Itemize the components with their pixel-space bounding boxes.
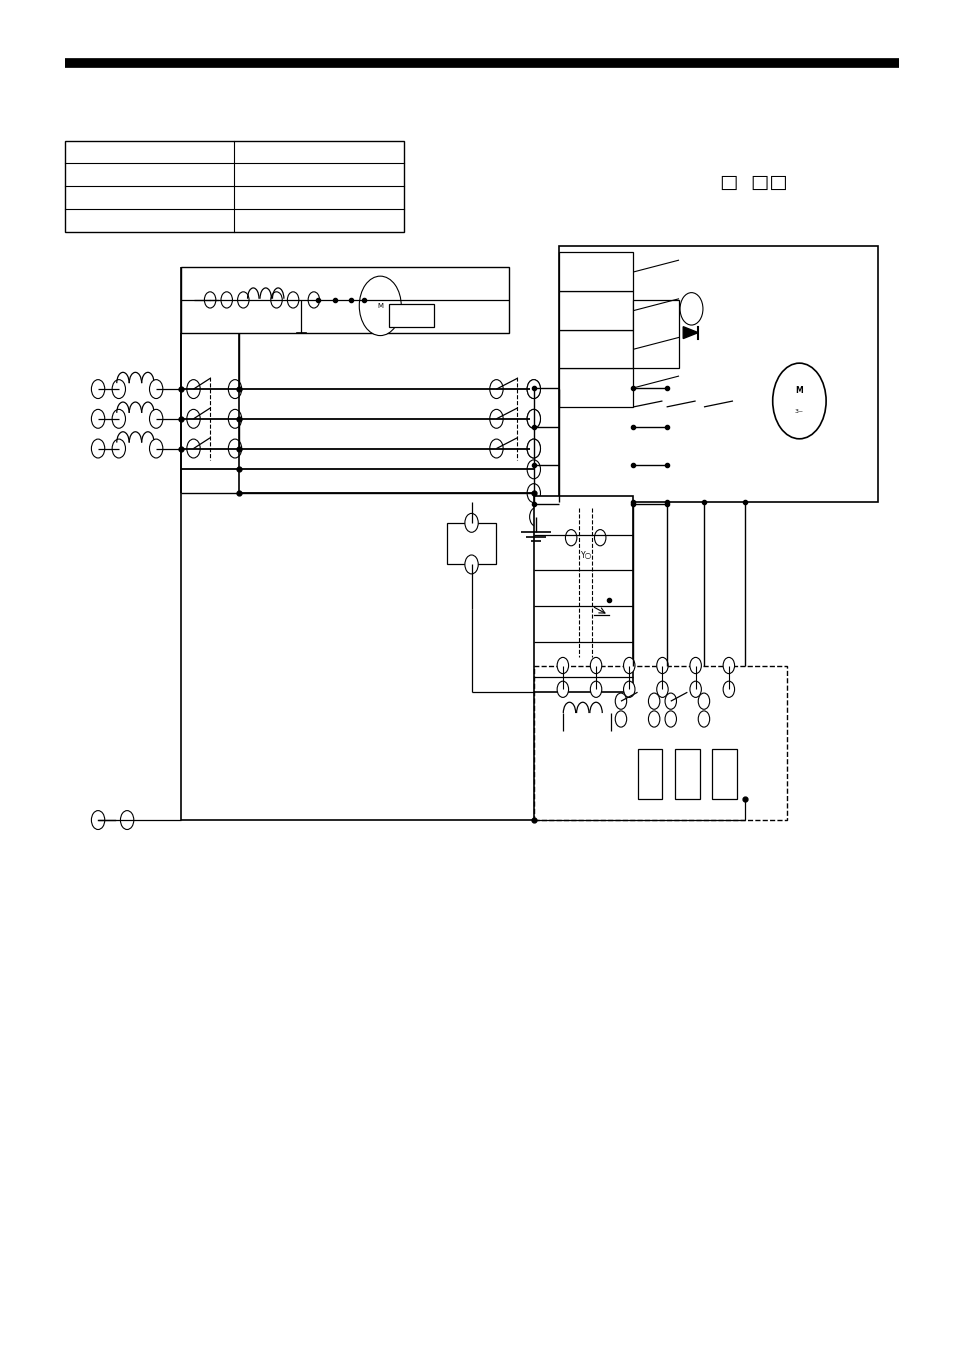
- Circle shape: [91, 439, 105, 458]
- Circle shape: [648, 693, 659, 709]
- Circle shape: [489, 380, 502, 399]
- Bar: [633, 300, 679, 369]
- Circle shape: [187, 409, 200, 428]
- Circle shape: [527, 439, 540, 458]
- Circle shape: [656, 681, 667, 697]
- Circle shape: [722, 681, 734, 697]
- Circle shape: [648, 711, 659, 727]
- Circle shape: [187, 439, 200, 458]
- Circle shape: [228, 409, 241, 428]
- Bar: [558, 246, 878, 503]
- Circle shape: [689, 681, 700, 697]
- Circle shape: [698, 693, 709, 709]
- Text: □  □□: □ □□: [720, 173, 787, 192]
- Circle shape: [689, 658, 700, 674]
- Circle shape: [557, 658, 568, 674]
- Circle shape: [527, 459, 540, 478]
- Circle shape: [287, 292, 298, 308]
- Circle shape: [527, 380, 540, 399]
- Circle shape: [187, 380, 200, 399]
- Circle shape: [271, 292, 282, 308]
- Circle shape: [529, 508, 542, 527]
- Circle shape: [527, 409, 540, 428]
- Circle shape: [623, 681, 635, 697]
- Circle shape: [91, 380, 105, 399]
- Bar: [388, 304, 434, 327]
- Circle shape: [527, 484, 540, 503]
- Circle shape: [557, 681, 568, 697]
- Bar: [65, 141, 403, 232]
- Circle shape: [120, 811, 133, 830]
- Circle shape: [527, 409, 540, 428]
- Bar: [558, 369, 633, 407]
- Circle shape: [656, 658, 667, 674]
- Bar: [558, 253, 633, 290]
- Circle shape: [664, 693, 676, 709]
- Circle shape: [594, 530, 605, 546]
- Circle shape: [489, 439, 502, 458]
- Circle shape: [527, 439, 540, 458]
- Circle shape: [623, 658, 635, 674]
- Bar: [674, 748, 700, 800]
- Circle shape: [308, 292, 319, 308]
- Bar: [534, 496, 633, 692]
- Text: Y○: Y○: [579, 551, 591, 561]
- Circle shape: [722, 658, 734, 674]
- Circle shape: [91, 811, 105, 830]
- Circle shape: [204, 292, 215, 308]
- Circle shape: [150, 439, 163, 458]
- Circle shape: [91, 409, 105, 428]
- Circle shape: [615, 693, 626, 709]
- Circle shape: [489, 409, 502, 428]
- Circle shape: [228, 380, 241, 399]
- Polygon shape: [682, 327, 698, 339]
- Bar: [558, 290, 633, 330]
- Circle shape: [565, 530, 577, 546]
- Circle shape: [228, 439, 241, 458]
- Circle shape: [527, 380, 540, 399]
- Circle shape: [664, 711, 676, 727]
- Bar: [558, 330, 633, 369]
- Circle shape: [112, 409, 126, 428]
- Text: M: M: [376, 303, 383, 309]
- Bar: [637, 748, 661, 800]
- Circle shape: [615, 711, 626, 727]
- Circle shape: [112, 380, 126, 399]
- Circle shape: [150, 380, 163, 399]
- Circle shape: [772, 363, 825, 439]
- Bar: [181, 267, 508, 332]
- Circle shape: [679, 293, 702, 326]
- Circle shape: [698, 711, 709, 727]
- Circle shape: [150, 409, 163, 428]
- Bar: [446, 523, 496, 565]
- Bar: [712, 748, 737, 800]
- Circle shape: [221, 292, 233, 308]
- Bar: [534, 666, 786, 820]
- Text: 3~: 3~: [794, 409, 803, 415]
- Circle shape: [590, 658, 601, 674]
- Circle shape: [464, 555, 477, 574]
- Circle shape: [112, 439, 126, 458]
- Circle shape: [359, 276, 401, 335]
- Circle shape: [464, 513, 477, 532]
- Text: M: M: [795, 385, 802, 394]
- Circle shape: [590, 681, 601, 697]
- Circle shape: [237, 292, 249, 308]
